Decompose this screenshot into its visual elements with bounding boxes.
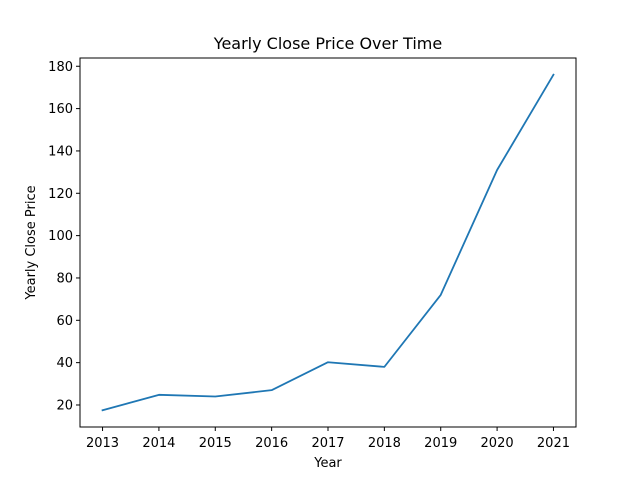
y-tick-label: 100 (48, 229, 73, 244)
y-tick-label: 160 (48, 102, 73, 117)
y-tick-label: 140 (48, 144, 73, 159)
x-tick-label: 2014 (142, 436, 175, 451)
y-tick-label: 80 (56, 271, 73, 286)
x-tick-label: 2016 (255, 436, 288, 451)
y-axis: 20 40 60 80 100 120 140 160 180 (48, 60, 80, 413)
series-line-0 (101, 73, 555, 412)
x-axis-label: Year (313, 456, 342, 471)
x-axis: 2013 2014 2015 2016 2017 2018 2019 2020 2021 (86, 427, 570, 451)
y-tick-label: 180 (48, 60, 73, 75)
x-tick-label: 2015 (199, 436, 232, 451)
x-tick-label: 2019 (424, 436, 457, 451)
y-tick-label: 40 (56, 356, 73, 371)
y-tick-label: 20 (56, 398, 73, 413)
plot-area-frame (79, 57, 577, 428)
y-axis-label: Yearly Close Price (24, 185, 39, 300)
series-layer (101, 73, 555, 412)
y-tick-label: 60 (56, 314, 73, 329)
x-tick-label: 2021 (537, 436, 570, 451)
x-tick-label: 2018 (368, 436, 401, 451)
x-tick-label: 2013 (86, 436, 119, 451)
chart-title: Yearly Close Price Over Time (213, 34, 442, 53)
x-tick-label: 2017 (311, 436, 344, 451)
x-tick-label: 2020 (481, 436, 514, 451)
y-tick-label: 120 (48, 187, 73, 202)
